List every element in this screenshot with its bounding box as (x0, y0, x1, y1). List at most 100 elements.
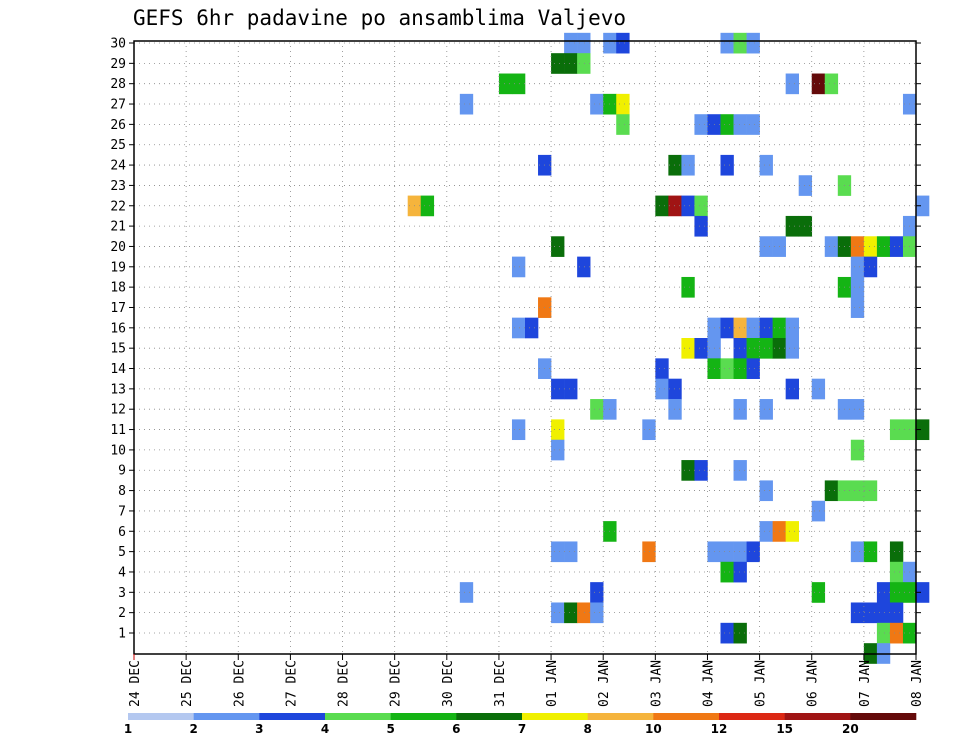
data-cell (551, 602, 565, 624)
colorbar-segment (653, 713, 720, 720)
x-tick-label: 03 JAN (649, 660, 664, 707)
colorbar-label: 15 (776, 722, 793, 736)
data-cell (655, 358, 669, 379)
data-cell (785, 73, 799, 95)
data-cell (850, 480, 865, 502)
y-tick-label: 9 (118, 464, 126, 479)
data-cell (824, 480, 839, 502)
data-cell (746, 32, 760, 54)
data-cell (733, 32, 747, 54)
data-cell (889, 582, 904, 603)
data-cell (733, 317, 747, 339)
data-cell (551, 541, 565, 563)
data-cell (798, 175, 813, 196)
y-tick-label: 8 (118, 484, 126, 499)
colorbar-label: 12 (711, 722, 728, 736)
data-cell (733, 561, 747, 583)
data-cell (525, 317, 539, 339)
data-cell (746, 358, 760, 379)
data-cell (551, 378, 565, 400)
data-cell (876, 602, 891, 624)
x-tick-label: 31 DEC (493, 660, 508, 707)
data-cell (811, 500, 826, 522)
data-cell (720, 561, 734, 583)
data-cell (863, 480, 878, 502)
data-cell (577, 256, 591, 278)
colorbar-segment (456, 713, 523, 720)
data-cell (668, 378, 682, 400)
data-cell (733, 622, 747, 644)
data-cell (863, 256, 878, 278)
data-cell (785, 338, 799, 359)
data-cell (916, 419, 930, 441)
data-cell (694, 114, 708, 135)
data-cell (785, 378, 799, 400)
colorbar-label: 20 (842, 722, 859, 736)
y-tick-label: 4 (118, 565, 126, 580)
data-cell (590, 602, 604, 624)
data-cell (694, 338, 708, 359)
data-cell (720, 154, 734, 176)
colorbar: 1 2 3 4 5 6 7 8 10 12 15 20 (124, 713, 917, 736)
data-cell (889, 561, 904, 583)
y-tick-label: 7 (118, 504, 126, 519)
y-tick-label: 24 (110, 159, 126, 174)
colorbar-label: 10 (645, 722, 662, 736)
plot-frame (133, 40, 917, 655)
data-cell (733, 114, 747, 135)
colorbar-label: 4 (321, 722, 329, 736)
x-tick-label: 25 DEC (180, 660, 195, 707)
y-tick-label: 13 (110, 382, 126, 397)
data-cell (655, 378, 669, 400)
data-cell (459, 582, 474, 603)
colorbar-segment (390, 713, 457, 720)
y-tick-label: 12 (110, 403, 126, 418)
x-tick-label: 07 JAN (858, 660, 873, 707)
data-cell (694, 215, 708, 237)
data-cell (863, 236, 878, 257)
data-cell (798, 215, 813, 237)
data-cell (511, 419, 526, 441)
data-cell (720, 114, 734, 135)
y-tick-label: 26 (110, 118, 126, 133)
data-cell (681, 154, 695, 176)
data-cell (759, 399, 773, 420)
data-cell (850, 541, 865, 563)
data-cell (720, 358, 734, 379)
data-cell (863, 541, 878, 563)
data-cell (720, 317, 734, 339)
x-tick-label: 26 DEC (232, 660, 247, 707)
colorbar-label: 7 (518, 722, 526, 736)
data-cell (720, 32, 734, 54)
data-cell (511, 256, 526, 278)
data-cell (511, 73, 526, 95)
x-tick-label: 04 JAN (701, 660, 716, 707)
y-tick-label: 17 (110, 301, 126, 316)
y-tick-label: 20 (110, 240, 126, 255)
data-cell (551, 439, 565, 461)
data-cell (889, 419, 904, 441)
data-cell (551, 236, 565, 257)
data-cell (616, 93, 630, 115)
y-axis: 1234567891011121314151617181920212223242… (110, 37, 921, 642)
x-tick-label: 24 DEC (128, 660, 143, 707)
x-tick-label: 30 DEC (441, 660, 456, 707)
data-cell (824, 236, 839, 257)
data-cell (577, 602, 591, 624)
data-cell (590, 399, 604, 420)
data-cell (590, 582, 604, 603)
x-tick-label: 27 DEC (284, 660, 299, 707)
data-cell (759, 317, 773, 339)
y-tick-label: 6 (118, 525, 126, 540)
colorbar-label: 2 (189, 722, 197, 736)
y-tick-label: 14 (110, 362, 126, 377)
data-cell (916, 582, 930, 603)
y-tick-label: 2 (118, 606, 126, 621)
data-cell (850, 439, 865, 461)
data-cell (759, 480, 773, 502)
y-tick-label: 22 (110, 199, 126, 214)
data-cell (655, 195, 669, 217)
data-cell (863, 602, 878, 624)
data-cell (668, 399, 682, 420)
